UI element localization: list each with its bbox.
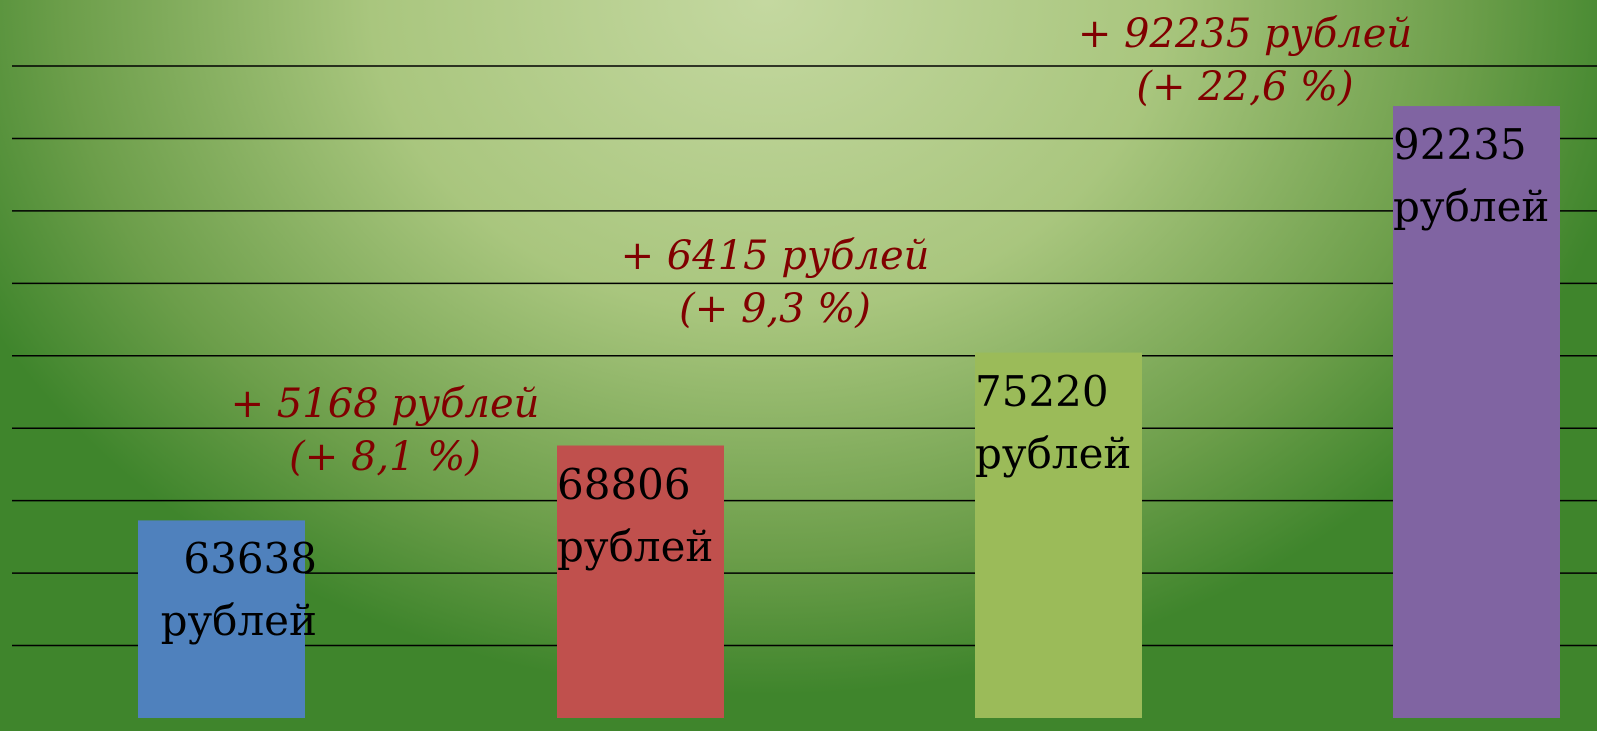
annotation: + 92235 рублей xyxy=(1077,11,1413,57)
annotation: (+ 9,3 %) xyxy=(679,286,871,332)
annotation: + 5168 рублей xyxy=(230,381,540,427)
value-label: 63638 рублей xyxy=(160,534,317,646)
annotation: + 6415 рублей xyxy=(620,233,930,279)
annotation: (+ 8,1 %) xyxy=(289,434,481,480)
bar xyxy=(975,352,1142,718)
bar xyxy=(138,520,305,718)
annotation: (+ 22,6 %) xyxy=(1136,64,1354,110)
value-label: 75220 рублей xyxy=(975,366,1132,478)
value-label: 92235 рублей xyxy=(1393,120,1550,232)
bar xyxy=(1393,106,1560,719)
value-label: 68806 рублей xyxy=(557,459,714,571)
bar xyxy=(557,445,724,718)
